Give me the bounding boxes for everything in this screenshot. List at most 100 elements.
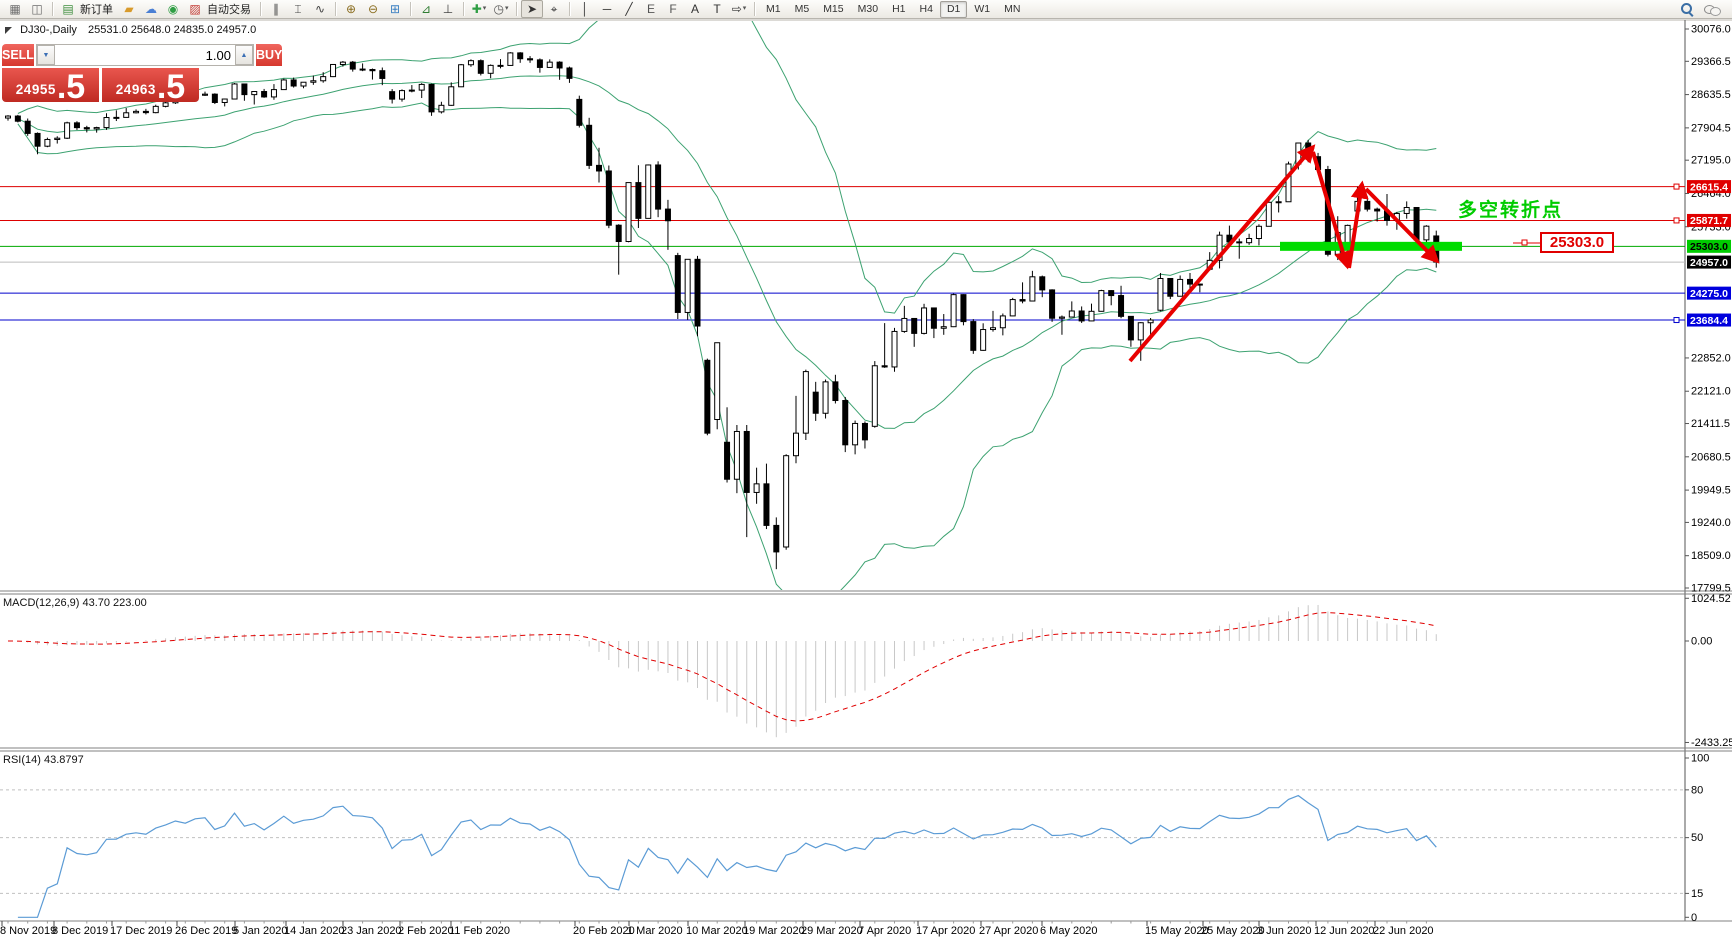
svg-text:28635.5: 28635.5 [1691,89,1731,101]
svg-text:19949.5: 19949.5 [1691,485,1731,497]
svg-text:0: 0 [1691,912,1697,924]
arrows-icon[interactable]: ⇨ ▾ [731,2,747,16]
timeframe-m5-button[interactable]: M5 [794,2,810,15]
rsi-line [17,794,1437,918]
sell-button[interactable]: SELL [2,44,34,66]
svg-text:29366.5: 29366.5 [1691,56,1731,68]
svg-text:15: 15 [1691,888,1703,900]
toolbar-separator [410,2,411,16]
history-center-icon[interactable]: ▰ [124,2,134,16]
sell-price-panel[interactable]: 24955 .5 [2,68,99,104]
tile-windows-icon[interactable]: ⊞ [389,2,401,16]
buy-price-panel[interactable]: 24963 .5 [102,68,199,104]
timeframe-w1-button[interactable]: W1 [974,2,991,15]
chart-window-icon[interactable]: ▦ [9,2,21,16]
autotrading-icon[interactable]: ▨ [189,2,201,16]
toolbar-separator [463,2,464,16]
fibonacci-icon[interactable]: F [669,2,677,16]
zoom-in-icon[interactable]: ⊕ [345,2,357,16]
volume-up-button[interactable]: ▲ [234,45,253,65]
trend-note-annotation[interactable]: 多空转折点 [1458,200,1564,221]
svg-text:0.00: 0.00 [1691,636,1712,648]
macd-indicator-label: MACD(12,26,9) 43.70 223.00 [3,597,147,609]
text-label-icon[interactable]: T [713,2,721,16]
new-order-label[interactable]: 新订单 [80,4,113,16]
svg-text:17 Apr 2020: 17 Apr 2020 [916,925,975,937]
mql-community-icon[interactable]: ☁ [145,2,157,16]
vertical-line-icon[interactable]: │ [581,2,589,16]
timeframe-m15-button[interactable]: M15 [823,2,844,15]
toolbar-separator [754,2,755,16]
support-price-label[interactable]: 25303.0 [1540,232,1614,253]
candles [5,52,1440,570]
svg-text:20 Feb 2020: 20 Feb 2020 [573,925,635,937]
timeframe-mn-button[interactable]: MN [1004,2,1021,15]
dropdown-caret-icon: ▾ [504,5,509,12]
timeframe-d1-button[interactable]: D1 [939,0,968,18]
dropdown-caret-icon: ▾ [742,5,747,12]
strategy-tester-icon[interactable]: ⊿ [420,2,432,16]
profiles-icon[interactable]: ◫ [31,2,43,16]
volume-control: ▼ ▲ [35,44,254,66]
volume-input[interactable] [54,45,235,65]
text-icon[interactable]: A [690,2,699,16]
svg-text:27195.0: 27195.0 [1691,155,1731,167]
broadcast-icon[interactable]: ◉ [167,2,179,16]
toolbar: ▦ ◫ ▤ 新订单 ▰ ☁ ◉ ▨ 自动交易 ∥ ⌶ ∿ ⊕ ⊖ ⊞ ⊿ ⊥ ✚ ▾ ◷ ▾ ➤ ⌖ │ ─ ╱ E F A T ⇨ ▾ M1 M… [0,0,1732,19]
toolbar-separator [335,2,336,16]
svg-text:29 Mar 2020: 29 Mar 2020 [801,925,863,937]
svg-text:30076.0: 30076.0 [1691,24,1731,36]
candlestick-chart-icon[interactable]: ⌶ [294,2,302,16]
svg-text:22 Jun 2020: 22 Jun 2020 [1373,925,1434,937]
crosshair-icon[interactable]: ⌖ [550,2,558,16]
sell-price-main: 24955 [15,82,56,97]
svg-text:-2433.25: -2433.25 [1691,737,1732,749]
symbol-name: DJ30-,Daily [20,24,77,36]
horizontal-level-lines [0,183,1685,324]
svg-text:19 Mar 2020: 19 Mar 2020 [743,925,805,937]
zoom-out-icon[interactable]: ⊖ [367,2,379,16]
autotrading-label[interactable]: 自动交易 [207,4,251,16]
svg-text:27 Apr 2020: 27 Apr 2020 [979,925,1038,937]
svg-text:25871.7: 25871.7 [1690,215,1728,227]
trendline-icon[interactable]: ╱ [625,2,633,16]
data-window-icon[interactable]: ⊥ [442,2,454,16]
macd-signal-line [7,612,1437,722]
trend-arrows [1128,144,1440,363]
timeframe-m30-button[interactable]: M30 [857,2,879,15]
price-badges: 26615.4 25871.7 25303.0 24957.0 24275.0 23684… [1687,180,1731,327]
timeframe-h4-button[interactable]: H4 [919,2,933,15]
svg-text:5 Jan 2020: 5 Jan 2020 [233,925,287,937]
search-icon[interactable] [1680,2,1694,16]
equidistant-channel-icon[interactable]: E [646,2,655,16]
svg-text:7 Apr 2020: 7 Apr 2020 [858,925,911,937]
timeframe-h1-button[interactable]: H1 [892,2,906,15]
bollinger-bands [17,21,1437,590]
bar-chart-icon[interactable]: ∥ [273,2,279,16]
svg-text:22121.0: 22121.0 [1691,386,1731,398]
add-indicator-icon[interactable]: ✚ ▾ [471,2,487,16]
svg-text:19240.0: 19240.0 [1691,517,1731,529]
line-chart-icon[interactable]: ∿ [314,2,326,16]
volume-down-button[interactable]: ▼ [36,45,55,65]
panel-collapse-icon[interactable] [5,27,12,34]
new-order-icon[interactable]: ▤ [62,2,74,16]
buy-button[interactable]: BUY [255,44,283,66]
horizontal-line-icon[interactable]: ─ [602,2,612,16]
macd-axis: 1024.52 0.00 -2433.25 [1685,593,1732,749]
svg-text:11 Feb 2020: 11 Feb 2020 [449,925,510,937]
svg-text:21411.5: 21411.5 [1691,418,1730,430]
timeframe-m1-button[interactable]: M1 [766,2,781,15]
svg-text:3 Jun 2020: 3 Jun 2020 [1257,925,1311,937]
one-click-trade-panel: SELL ▼ ▲ BUY 24955 .5 24963 .5 [2,44,283,104]
svg-text:24957.0: 24957.0 [1690,257,1728,269]
cursor-icon[interactable]: ➤ [521,0,543,18]
symbol-ohlc-line: DJ30-,Daily 25531.0 25648.0 24835.0 2495… [5,24,256,36]
rsi-indicator-label: RSI(14) 43.8797 [3,754,84,766]
period-icon[interactable]: ◷ ▾ [493,2,509,16]
toolbar-separator [569,2,570,16]
chat-icon[interactable] [1704,3,1721,16]
rsi-pane [0,789,1685,918]
